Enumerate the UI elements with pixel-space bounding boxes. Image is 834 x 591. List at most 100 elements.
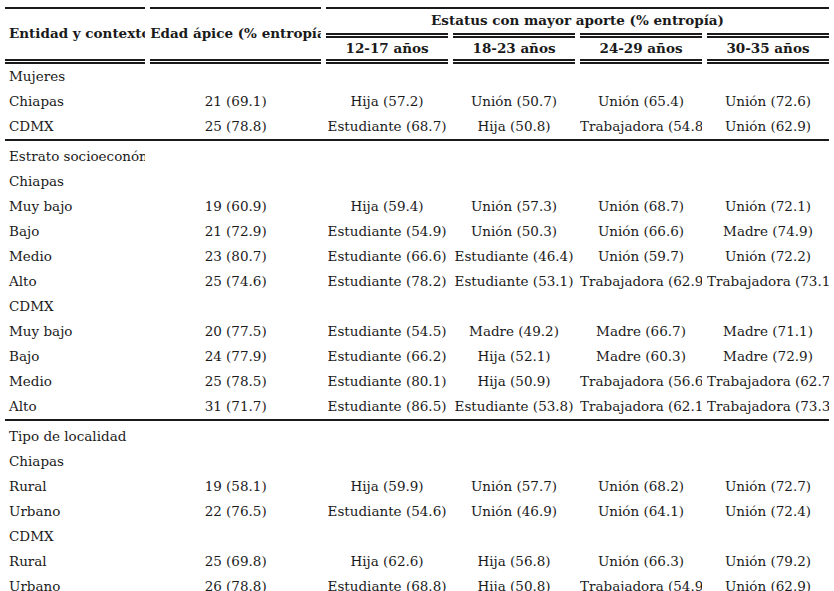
section-row: Chiapas [5,169,829,194]
age-peak-cell [150,169,321,194]
age-peak-cell: 25 (74.6) [150,269,321,294]
row-label: Alto [5,394,145,419]
status-cell [707,294,829,319]
status-cell [326,294,448,319]
status-cell: Hija (50.8) [453,574,575,591]
data-row: CDMX25 (78.8)Estudiante (68.7)Hija (50.8… [5,114,829,139]
section-row: Mujeres [5,64,829,89]
status-cell [580,169,702,194]
header-age-24-29: 24-29 años [580,33,702,64]
status-cell: Unión (57.3) [453,194,575,219]
status-cell: Estudiante (68.7) [326,114,448,139]
age-peak-cell: 26 (78.8) [150,574,321,591]
row-label: Tipo de localidad [5,424,145,449]
age-peak-cell [150,64,321,89]
status-cell [707,449,829,474]
status-cell: Trabajadora (62.9) [580,269,702,294]
age-peak-cell [150,424,321,449]
status-cell [707,524,829,549]
status-cell: Unión (72.2) [707,244,829,269]
age-peak-cell: 19 (60.9) [150,194,321,219]
header-age-30-35: 30-35 años [707,33,829,64]
row-label: Rural [5,474,145,499]
status-cell: Madre (71.1) [707,319,829,344]
status-cell [707,144,829,169]
status-cell: Estudiante (53.8) [453,394,575,419]
row-label: Rural [5,549,145,574]
row-label: Muy bajo [5,194,145,219]
status-cell [580,449,702,474]
data-row: Bajo21 (72.9)Estudiante (54.9)Unión (50.… [5,219,829,244]
age-peak-cell: 21 (72.9) [150,219,321,244]
status-cell: Estudiante (54.6) [326,499,448,524]
status-cell: Unión (46.9) [453,499,575,524]
data-row: Muy bajo20 (77.5)Estudiante (54.5) Madre … [5,319,829,344]
age-peak-cell: 19 (58.1) [150,474,321,499]
section-row: Tipo de localidad [5,424,829,449]
row-label: Medio [5,369,145,394]
status-cell: Madre (60.3) [580,344,702,369]
status-cell: Trabajadora (73.1) [707,269,829,294]
age-peak-cell [150,294,321,319]
status-cell: Madre (72.9) [707,344,829,369]
status-cell: Unión (72.6) [707,89,829,114]
age-peak-cell: 25 (78.8) [150,114,321,139]
status-cell [453,424,575,449]
status-cell: Unión (62.9) [707,114,829,139]
status-cell: Estudiante (78.2) [326,269,448,294]
status-cell: Estudiante (53.1) [453,269,575,294]
statistics-table-container: Entidad y contexto Edad ápice (% entropí… [0,7,834,591]
row-label: CDMX [5,114,145,139]
status-cell: Unión (66.3) [580,549,702,574]
status-cell: Unión (64.1) [580,499,702,524]
status-cell: Unión (57.7) [453,474,575,499]
data-row: Alto25 (74.6)Estudiante (78.2)Estudiante… [5,269,829,294]
header-estatus-group: Estatus con mayor aporte (% entropía) [326,7,829,33]
status-cell: Trabajadora (62.1) [580,394,702,419]
age-peak-cell: 23 (80.7) [150,244,321,269]
status-cell: Madre (74.9) [707,219,829,244]
status-cell [453,449,575,474]
status-cell: Estudiante (66.6) [326,244,448,269]
status-cell: Unión (72.7) [707,474,829,499]
data-row: Medio25 (78.5)Estudiante (80.1)Hija (50.… [5,369,829,394]
data-row: Rural19 (58.1)Hija (59.9)Unión (57.7)Uni… [5,474,829,499]
row-label: Chiapas [5,89,145,114]
row-label: Mujeres [5,64,145,89]
age-peak-cell: 20 (77.5) [150,319,321,344]
section-row: Chiapas [5,449,829,474]
status-cell: Unión (50.3) [453,219,575,244]
status-cell [326,144,448,169]
status-cell [453,294,575,319]
age-peak-cell [150,524,321,549]
data-row: Urbano26 (78.8)Estudiante (68.8)Hija (50… [5,574,829,591]
age-peak-cell: 21 (69.1) [150,89,321,114]
status-cell: Estudiante (86.5) [326,394,448,419]
status-cell: Unión (59.7) [580,244,702,269]
status-cell: Unión (65.4) [580,89,702,114]
status-cell [326,169,448,194]
status-cell: Hija (59.4) [326,194,448,219]
data-row: Bajo24 (77.9)Estudiante (66.2)Hija (52.1… [5,344,829,369]
age-peak-cell: 25 (78.5) [150,369,321,394]
status-cell [580,144,702,169]
age-peak-cell: 24 (77.9) [150,344,321,369]
row-label: Medio [5,244,145,269]
status-cell: Trabajadora (54.9) [580,574,702,591]
status-cell [580,64,702,89]
row-label: Chiapas [5,169,145,194]
status-cell: Hija (50.9) [453,369,575,394]
status-cell: Estudiante (46.4) [453,244,575,269]
data-row: Rural25 (69.8)Hija (62.6)Hija (56.8)Unió… [5,549,829,574]
status-cell: Unión (79.2) [707,549,829,574]
status-cell: Hija (50.8) [453,114,575,139]
header-edad-apice: Edad ápice (% entropía) [150,7,321,64]
status-cell: Unión (72.4) [707,499,829,524]
header-row-1: Entidad y contexto Edad ápice (% entropí… [5,7,829,33]
table-body: MujeresChiapas21 (69.1)Hija (57.2)Unión … [5,64,829,591]
status-cell: Unión (62.9) [707,574,829,591]
status-cell: Unión (68.7) [580,194,702,219]
status-cell: Estudiante (54.5) [326,319,448,344]
row-label: Muy bajo [5,319,145,344]
status-cell: Unión (50.7) [453,89,575,114]
